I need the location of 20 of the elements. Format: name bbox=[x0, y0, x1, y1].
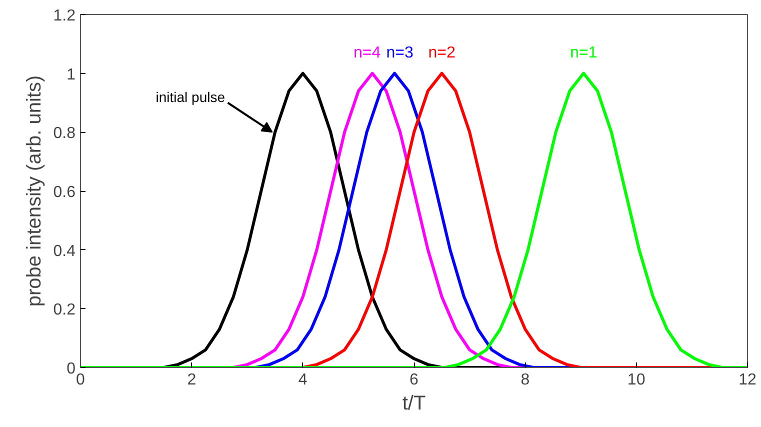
y-tick-label: 1.2 bbox=[53, 8, 76, 24]
series-label: n=3 bbox=[386, 44, 414, 62]
x-tick-label: 10 bbox=[627, 372, 646, 388]
y-axis-title: probe intensity (arb. units) bbox=[23, 75, 46, 307]
y-tick-label: 0 bbox=[66, 360, 76, 378]
y-tick-label: 0.6 bbox=[53, 184, 76, 201]
x-tick-label: 2 bbox=[187, 372, 196, 388]
y-tick-label: 0.2 bbox=[53, 302, 76, 319]
x-tick-label: 4 bbox=[298, 372, 308, 388]
text: initial pulse bbox=[156, 88, 226, 105]
y-tick-label: 1 bbox=[66, 66, 76, 84]
x-tick-label: 6 bbox=[410, 372, 419, 388]
x-tick-label: 12 bbox=[738, 372, 756, 388]
series-label: n=4 bbox=[354, 44, 381, 62]
series-label: n=1 bbox=[570, 44, 598, 62]
y-tick-label: 0.8 bbox=[53, 125, 76, 142]
y-tick-label: 0.4 bbox=[53, 242, 76, 260]
x-tick-label: 8 bbox=[520, 372, 530, 388]
x-axis-title: t/T bbox=[402, 392, 426, 414]
series-label: n=2 bbox=[428, 44, 456, 62]
